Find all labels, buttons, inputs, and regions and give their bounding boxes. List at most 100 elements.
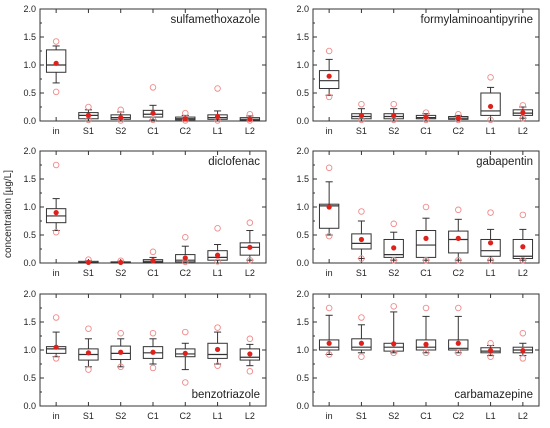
mean-point [455, 235, 461, 241]
chart-panel-carbamazepine: 0.0 0.5 1.0 1.5 2.0 in S1 S2 C1 C2 L1 L2 carbamazepi… [296, 289, 540, 421]
y-tick-label: 0.5 [296, 88, 309, 98]
y-tick-label: 1.0 [23, 60, 36, 70]
y-tick-label: 0.5 [296, 373, 309, 383]
mean-point [247, 244, 253, 250]
outlier-point [519, 102, 527, 109]
outlier-point [246, 219, 254, 226]
x-tick-label-S1: S1 [83, 411, 94, 421]
outlier-point [182, 328, 189, 336]
box-L2 [239, 335, 261, 375]
box-L2 [512, 329, 534, 362]
x-tick-label-S2: S2 [388, 411, 399, 421]
box-C1 [142, 84, 164, 124]
box-in [318, 164, 340, 240]
y-tick-label: 2.0 [23, 146, 36, 156]
box-C2 [175, 109, 196, 124]
mean-point [520, 110, 526, 116]
mean-point [358, 340, 365, 346]
y-tick-label: 2.0 [296, 289, 309, 299]
outlier-point [487, 74, 494, 81]
outlier-point [519, 114, 527, 122]
y-tick-label: 0.5 [23, 230, 36, 240]
box-L1 [480, 74, 501, 124]
mean-point [487, 347, 494, 354]
y-tick-label: 1.0 [296, 345, 309, 355]
mean-point [391, 112, 397, 118]
mean-point [118, 115, 124, 121]
mean-point [118, 349, 124, 355]
box-L2 [512, 102, 534, 122]
outlier-point [85, 103, 92, 111]
mean-point [247, 116, 253, 122]
box-C2 [175, 328, 196, 386]
outlier-point [487, 256, 494, 264]
mean-point [247, 351, 253, 357]
x-tick-label-S2: S2 [388, 268, 399, 278]
box-iqr [480, 238, 501, 257]
y-tick-label: 2.0 [23, 289, 36, 299]
outlier-point [214, 362, 221, 369]
y-tick-label: 1.0 [23, 345, 36, 355]
mean-point [53, 210, 59, 216]
outlier-point [117, 363, 124, 371]
mean-point [182, 350, 188, 356]
y-tick-label: 0.0 [296, 116, 309, 126]
outlier-point [149, 84, 157, 91]
outlier-point [487, 116, 494, 124]
outlier-point [358, 208, 365, 215]
box-L1 [207, 225, 228, 265]
outlier-point [117, 329, 124, 337]
y-axis-label: concentration [µg/L] [3, 170, 14, 258]
box-S1 [78, 325, 99, 373]
box-L1 [480, 340, 501, 360]
chart-panel-benzotriazole: 0.0 0.5 1.0 1.5 2.0 in S1 S2 C1 C2 L1 L2 benzotriazo… [23, 289, 267, 421]
box-C1 [415, 304, 437, 357]
box-L2 [512, 211, 534, 264]
outlier-point [149, 248, 157, 256]
box-in [45, 161, 67, 236]
outlier-point [214, 225, 221, 232]
x-tick-label-L2: L2 [518, 268, 528, 278]
mean-point [214, 346, 221, 353]
x-tick-label-C2: C2 [453, 268, 465, 278]
outlier-point [358, 255, 365, 262]
outlier-point [85, 366, 92, 373]
x-tick-label-S2: S2 [115, 268, 126, 278]
box-iqr [318, 203, 340, 229]
mean-point [150, 110, 156, 116]
y-tick-label: 1.5 [23, 317, 36, 327]
outlier-point [519, 256, 527, 264]
x-tick-label-S2: S2 [115, 126, 126, 136]
outlier-point [214, 324, 221, 331]
mean-point [487, 240, 494, 246]
outlier-point [325, 232, 333, 240]
mean-point [423, 235, 429, 241]
y-tick-label: 1.5 [23, 32, 36, 42]
x-tick-label-L1: L1 [213, 126, 223, 136]
x-tick-label-in: in [53, 411, 60, 421]
mean-point [214, 252, 221, 258]
x-tick-label-S1: S1 [356, 411, 367, 421]
outlier-point [246, 256, 254, 264]
box-L1 [480, 209, 501, 264]
outlier-point [422, 304, 430, 312]
box-S1 [351, 208, 372, 262]
outlier-point [358, 100, 365, 108]
outlier-point [487, 209, 494, 216]
box-in [318, 304, 340, 358]
y-tick-label: 2.0 [296, 4, 309, 14]
x-tick-label-L1: L1 [486, 268, 496, 278]
outlier-point [422, 256, 430, 264]
y-tick-label: 1.5 [296, 32, 309, 42]
mean-point [326, 73, 332, 79]
y-tick-label: 0.0 [296, 401, 309, 411]
panel-title: carbamazepine [454, 389, 533, 401]
mean-point [326, 340, 332, 346]
x-tick-label-C1: C1 [147, 411, 159, 421]
mean-point [391, 245, 397, 251]
box-C2 [448, 304, 469, 357]
box-S2 [110, 257, 131, 266]
box-L1 [207, 85, 228, 124]
x-tick-label-C2: C2 [180, 126, 192, 136]
